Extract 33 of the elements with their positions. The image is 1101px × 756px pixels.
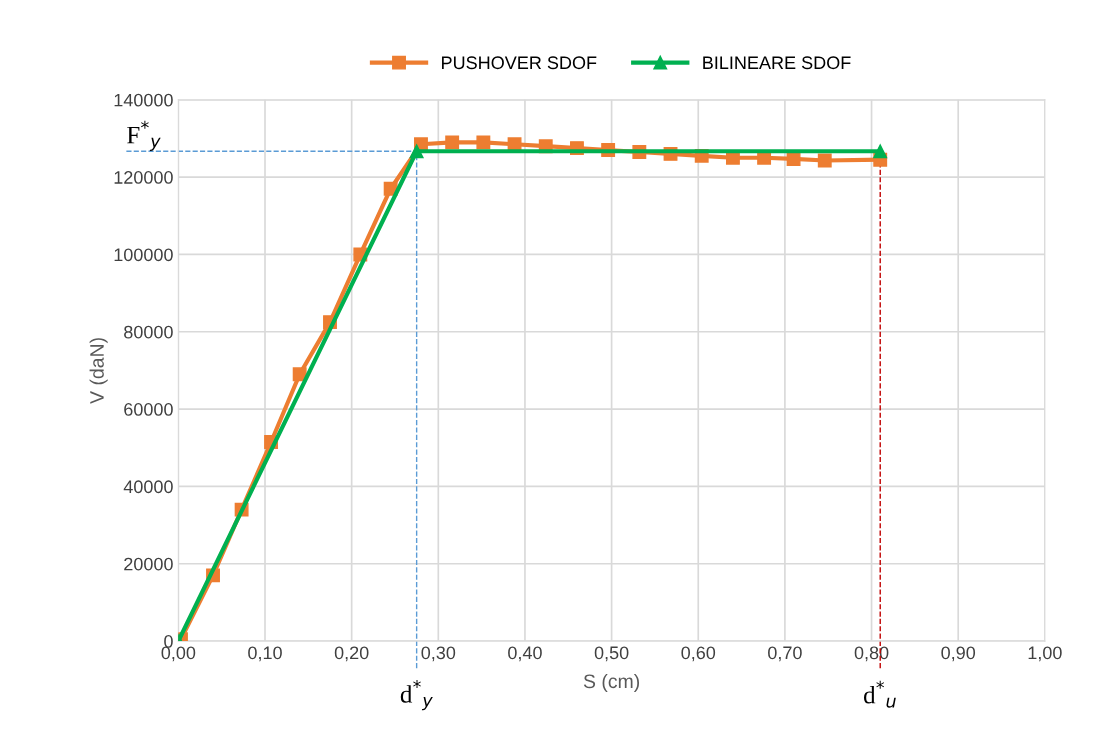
- x-tick-label: 0,60: [681, 646, 716, 662]
- y-tick-label: 120000: [114, 171, 173, 184]
- legend-label: PUSHOVER SDOF: [442, 56, 597, 70]
- x-tick-label: 0,40: [508, 646, 542, 662]
- point: [409, 144, 424, 159]
- ref-line-label: d$^{*}$$_{u}$: [863, 680, 896, 708]
- y-tick-label: 140000: [114, 93, 173, 107]
- x-tick-label: 0,10: [248, 646, 282, 662]
- ref-line-label: F$^{*}$$_{y}$: [127, 120, 161, 152]
- point: [292, 367, 307, 382]
- y-axis-title: V (daN): [89, 338, 108, 404]
- x-tick-label: 0,50: [594, 646, 629, 662]
- point: [873, 144, 888, 159]
- x-tick-label: 0,70: [768, 646, 802, 662]
- y-tick-label: 0: [164, 635, 173, 648]
- point: [786, 152, 801, 166]
- x-tick-label: 0,20: [334, 646, 369, 662]
- x-tick-label: 0,80: [854, 646, 889, 662]
- y-tick-label: 60000: [124, 403, 173, 416]
- legend-label: BILINEARE SDOF: [703, 56, 851, 70]
- y-tick-label: 100000: [114, 248, 173, 262]
- y-tick-label: 80000: [124, 325, 173, 339]
- x-tick-label: 0,00: [161, 646, 196, 662]
- point: [817, 153, 832, 168]
- point: [445, 135, 460, 150]
- x-tick-label: 1,00: [1028, 646, 1062, 662]
- y-tick-label: 40000: [123, 480, 173, 494]
- x-tick-label: 0,30: [421, 646, 456, 662]
- x-axis-title: S (cm): [583, 673, 640, 693]
- ref-line-label: d$^{*}$$_{y}$: [400, 679, 433, 711]
- x-tick-label: 0,90: [941, 646, 976, 662]
- y-tick-label: 20000: [124, 557, 173, 571]
- point: [476, 135, 491, 150]
